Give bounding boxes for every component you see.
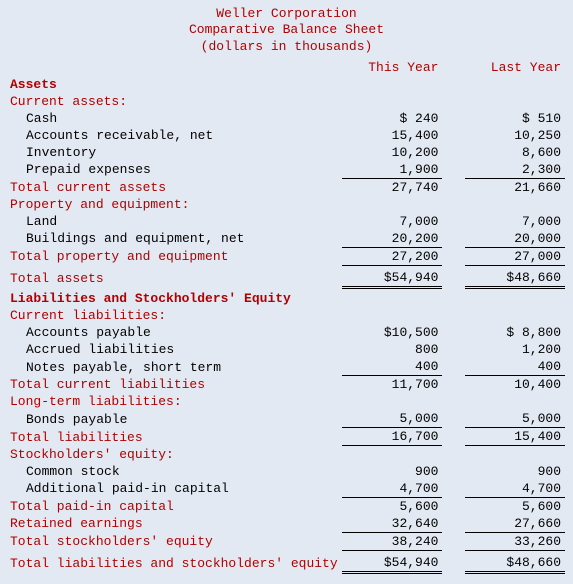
lbl-prepaid: Prepaid expenses	[8, 161, 342, 179]
val-land-2: 7,000	[465, 213, 565, 230]
section-liab-se: Liabilities and Stockholders' Equity	[8, 287, 342, 307]
report-title: Comparative Balance Sheet	[8, 22, 565, 38]
val-bldg-1: 20,200	[342, 230, 442, 248]
val-tcl-1: 11,700	[342, 376, 442, 394]
val-tlse-2: $48,660	[465, 550, 565, 572]
val-tlse-1: $54,940	[342, 550, 442, 572]
lbl-cs: Common stock	[8, 463, 342, 480]
long-term-liabilities-header: Long-term liabilities:	[8, 393, 342, 410]
lbl-tca: Total current assets	[8, 178, 342, 196]
val-accr-2: 1,200	[465, 341, 565, 358]
lbl-np: Notes payable, short term	[8, 358, 342, 376]
val-cs-2: 900	[465, 463, 565, 480]
val-bonds-1: 5,000	[342, 410, 442, 428]
lbl-tcl: Total current liabilities	[8, 376, 342, 394]
lbl-tlse: Total liabilities and stockholders' equi…	[8, 550, 342, 572]
stockholders-equity-header: Stockholders' equity:	[8, 446, 342, 463]
balance-sheet: Weller Corporation Comparative Balance S…	[0, 0, 573, 584]
balance-sheet-table: This Year Last Year Assets Current asset…	[8, 59, 565, 574]
report-units: (dollars in thousands)	[8, 39, 565, 55]
val-bldg-2: 20,000	[465, 230, 565, 248]
section-assets: Assets	[8, 76, 342, 93]
lbl-tl: Total liabilities	[8, 428, 342, 446]
val-apic-2: 4,700	[465, 480, 565, 498]
val-inv-1: 10,200	[342, 144, 442, 161]
val-ta-1: $54,940	[342, 265, 442, 287]
val-cs-1: 900	[342, 463, 442, 480]
val-tpe-2: 27,000	[465, 247, 565, 265]
val-tl-1: 16,700	[342, 428, 442, 446]
current-liabilities-header: Current liabilities:	[8, 307, 342, 324]
column-header-row: This Year Last Year	[8, 59, 565, 76]
val-cash-2: $ 510	[465, 110, 565, 127]
val-ap-1: $10,500	[342, 324, 442, 341]
lbl-ar: Accounts receivable, net	[8, 127, 342, 144]
val-tca-2: 21,660	[465, 178, 565, 196]
lbl-bonds: Bonds payable	[8, 410, 342, 428]
val-ap-2: $ 8,800	[465, 324, 565, 341]
lbl-re: Retained earnings	[8, 515, 342, 533]
lbl-cash: Cash	[8, 110, 342, 127]
val-tse-2: 33,260	[465, 532, 565, 550]
val-bonds-2: 5,000	[465, 410, 565, 428]
report-header: Weller Corporation Comparative Balance S…	[8, 6, 565, 55]
lbl-ta: Total assets	[8, 265, 342, 287]
val-tca-1: 27,740	[342, 178, 442, 196]
val-tcl-2: 10,400	[465, 376, 565, 394]
lbl-ap: Accounts payable	[8, 324, 342, 341]
val-prepaid-2: 2,300	[465, 161, 565, 179]
val-tpe-1: 27,200	[342, 247, 442, 265]
val-np-1: 400	[342, 358, 442, 376]
val-ta-2: $48,660	[465, 265, 565, 287]
lbl-tse: Total stockholders' equity	[8, 532, 342, 550]
val-prepaid-1: 1,900	[342, 161, 442, 179]
val-tpic-1: 5,600	[342, 497, 442, 515]
lbl-land: Land	[8, 213, 342, 230]
lbl-bldg: Buildings and equipment, net	[8, 230, 342, 248]
col-last-year: Last Year	[465, 59, 565, 76]
val-apic-1: 4,700	[342, 480, 442, 498]
val-re-2: 27,660	[465, 515, 565, 533]
val-land-1: 7,000	[342, 213, 442, 230]
current-assets-header: Current assets:	[8, 93, 342, 110]
val-ar-1: 15,400	[342, 127, 442, 144]
val-re-1: 32,640	[342, 515, 442, 533]
val-np-2: 400	[465, 358, 565, 376]
val-cash-1: $ 240	[342, 110, 442, 127]
lbl-tpe: Total property and equipment	[8, 247, 342, 265]
val-tpic-2: 5,600	[465, 497, 565, 515]
val-inv-2: 8,600	[465, 144, 565, 161]
lbl-accr: Accrued liabilities	[8, 341, 342, 358]
val-tl-2: 15,400	[465, 428, 565, 446]
lbl-apic: Additional paid-in capital	[8, 480, 342, 498]
lbl-inv: Inventory	[8, 144, 342, 161]
col-this-year: This Year	[342, 59, 442, 76]
lbl-tpic: Total paid-in capital	[8, 497, 342, 515]
val-tse-1: 38,240	[342, 532, 442, 550]
property-equipment-header: Property and equipment:	[8, 196, 342, 213]
val-ar-2: 10,250	[465, 127, 565, 144]
company-name: Weller Corporation	[8, 6, 565, 22]
val-accr-1: 800	[342, 341, 442, 358]
